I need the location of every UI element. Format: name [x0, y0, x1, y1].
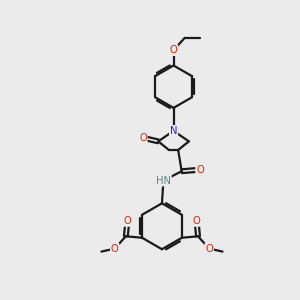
Text: HN: HN	[156, 176, 171, 186]
Text: O: O	[193, 216, 200, 226]
Text: O: O	[139, 133, 147, 143]
Text: N: N	[170, 126, 177, 136]
Text: O: O	[170, 45, 177, 55]
Text: O: O	[196, 165, 204, 175]
Text: O: O	[111, 244, 119, 254]
Text: O: O	[206, 244, 213, 254]
Text: O: O	[124, 216, 131, 226]
